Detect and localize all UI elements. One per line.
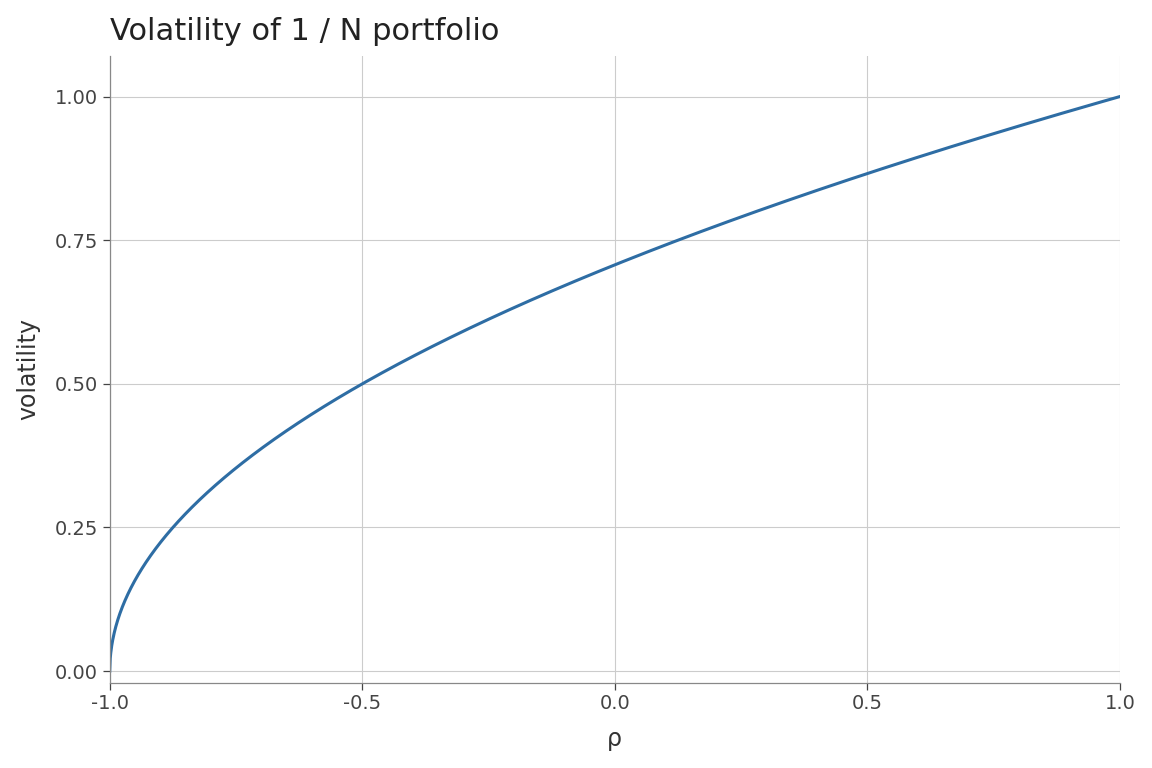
Text: Volatility of 1 / N portfolio: Volatility of 1 / N portfolio (109, 17, 499, 45)
X-axis label: ρ: ρ (607, 727, 622, 751)
Y-axis label: volatility: volatility (16, 319, 40, 421)
